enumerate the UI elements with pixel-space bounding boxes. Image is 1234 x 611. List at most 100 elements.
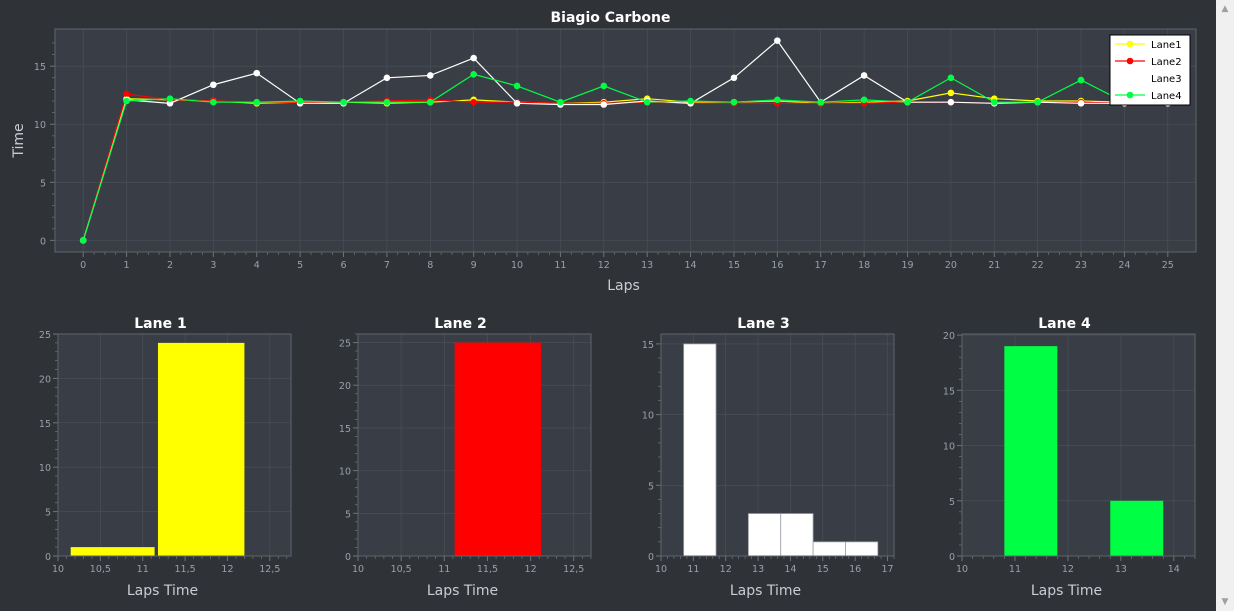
lane-2-histogram: 10 10,5 11 11,5 12 12,5 0 5 10 15 20 25 Lane 2 Laps T… [339,316,592,599]
data-point-lane4 [643,98,651,106]
histogram-title: Lane 2 [434,316,486,332]
data-point-lane4 [253,98,261,106]
y-tick-label: 10 [339,467,351,478]
x-tick-label: 12 [720,564,732,575]
scroll-up-arrow-icon[interactable]: ▲ [1221,4,1229,14]
data-point-lane4 [166,95,174,102]
legend-swatch-marker [1126,40,1134,48]
x-tick-label: 15 [728,260,740,271]
x-axis-title: Laps Time [1031,583,1102,599]
data-point-lane3 [210,81,217,89]
plot-border [961,333,1196,557]
histogram-title: Lane 3 [737,316,789,332]
x-tick-label: 17 [815,260,827,271]
histogram-bar [747,513,782,557]
histogram-bar [683,343,717,557]
x-tick-label: 9 [471,260,477,271]
data-point-lane4 [210,98,217,106]
plot-border [660,333,895,557]
data-point-lane3 [1077,100,1085,107]
x-tick-label: 24 [1118,260,1130,271]
data-point-lane4 [340,98,347,106]
data-point-lane4 [730,98,738,106]
y-tick-label: 0 [40,236,46,247]
data-point-lane4 [513,82,521,90]
x-tick-label: 0 [80,260,86,271]
x-tick-label: 11 [438,564,450,575]
x-tick-label: 14 [685,260,697,271]
y-tick-label: 0 [648,552,654,563]
x-tick-label: 12 [1062,564,1074,575]
y-tick-label: 10 [34,120,46,131]
x-tick-label: 12,5 [563,564,584,575]
histogram-title: Lane 4 [1038,316,1091,332]
x-tick-label: 4 [254,260,260,271]
lane-1-histogram: 10 10,5 11 11,5 12 12,5 0 5 10 15 20 25 Lane 1 Laps T… [39,316,292,599]
data-point-lane4 [990,98,998,106]
x-tick-label: 10 [511,260,523,271]
y-tick-label: 20 [339,381,351,392]
x-tick-label: 13 [1115,564,1127,575]
y-tick-label: 0 [949,552,955,563]
x-tick-label: 16 [771,260,783,271]
x-axis-title: Laps Time [730,583,801,599]
x-axis-title: Laps [607,278,640,294]
y-tick-label: 5 [45,508,51,519]
y-tick-label: 5 [949,497,955,508]
data-point-lane3 [513,100,521,107]
x-tick-label: 7 [384,260,390,271]
data-point-lane3 [383,74,391,82]
x-tick-label: 10 [52,564,64,575]
y-tick-label: 15 [339,424,351,435]
histogram-bar [70,547,155,556]
data-point-lane4 [904,98,911,106]
x-tick-label: 8 [427,260,433,271]
x-tick-label: 11 [137,564,149,575]
legend-box [1109,34,1191,106]
x-tick-label: 11,5 [175,564,196,575]
series-line-lane4 [82,73,1168,241]
x-tick-label: 13 [641,260,653,271]
x-tick-label: 12 [525,564,537,575]
x-tick-label: 5 [297,260,303,271]
y-tick-label: 5 [648,481,654,492]
x-tick-label: 11 [687,564,699,575]
x-tick-label: 10,5 [90,564,111,575]
legend-label: Lane2 [1151,57,1182,68]
vertical-scrollbar[interactable]: ▲ ▼ [1216,0,1234,611]
y-tick-label: 25 [39,330,51,341]
x-tick-label: 12 [221,564,233,575]
y-tick-label: 15 [943,386,955,397]
x-tick-label: 2 [167,260,173,271]
x-tick-label: 10 [655,564,667,575]
histogram-bar [1110,500,1164,556]
plot-border [54,28,1197,253]
data-point-lane3 [860,72,868,79]
x-tick-label: 3 [210,260,216,271]
x-tick-label: 19 [901,260,913,271]
data-point-lane4 [1034,98,1041,106]
scroll-down-arrow-icon[interactable]: ▼ [1221,597,1229,607]
data-point-lane4 [1077,76,1085,84]
y-tick-label: 5 [40,178,46,189]
data-point-lane4 [123,97,130,105]
data-point-lane4 [296,97,304,105]
histogram-bar [780,513,814,557]
x-tick-label: 11 [554,260,566,271]
y-tick-label: 20 [943,331,955,342]
x-tick-label: 14 [784,564,796,575]
histogram-bar [1004,346,1058,556]
data-point-lane3 [730,74,738,82]
plot-area [55,29,1196,252]
data-point-lane4 [79,237,87,244]
x-tick-label: 18 [858,260,870,271]
x-tick-label: 11,5 [477,564,498,575]
legend-label: Lane4 [1151,91,1182,102]
y-tick-label: 15 [642,340,654,351]
data-point-lane4 [774,96,781,104]
legend-swatch-marker [1126,74,1134,82]
x-tick-label: 16 [849,564,861,575]
x-tick-label: 23 [1075,260,1087,271]
x-tick-label: 12 [598,260,610,271]
